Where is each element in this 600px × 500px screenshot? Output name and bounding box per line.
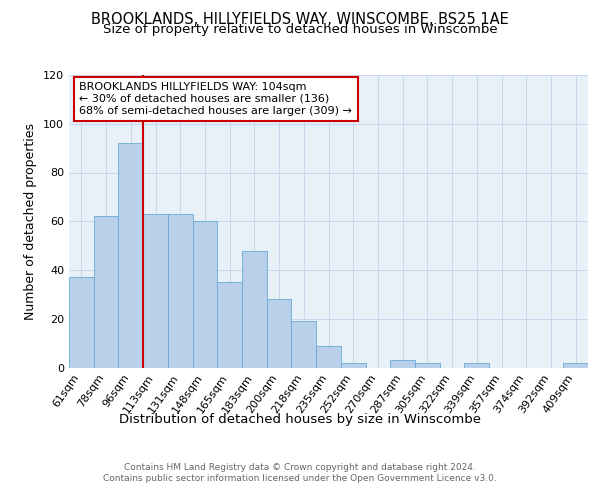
Bar [217, 282, 242, 368]
Bar [267, 299, 292, 368]
Bar [316, 346, 341, 368]
Y-axis label: Number of detached properties: Number of detached properties [25, 122, 37, 320]
Bar [94, 216, 118, 368]
Bar [341, 362, 365, 368]
Bar [69, 278, 94, 368]
Text: Contains HM Land Registry data © Crown copyright and database right 2024.: Contains HM Land Registry data © Crown c… [124, 462, 476, 471]
Bar [563, 362, 588, 368]
Text: Size of property relative to detached houses in Winscombe: Size of property relative to detached ho… [103, 22, 497, 36]
Bar [143, 214, 168, 368]
Bar [168, 214, 193, 368]
Text: BROOKLANDS, HILLYFIELDS WAY, WINSCOMBE, BS25 1AE: BROOKLANDS, HILLYFIELDS WAY, WINSCOMBE, … [91, 12, 509, 28]
Text: Distribution of detached houses by size in Winscombe: Distribution of detached houses by size … [119, 412, 481, 426]
Bar [415, 362, 440, 368]
Bar [193, 221, 217, 368]
Bar [292, 321, 316, 368]
Text: BROOKLANDS HILLYFIELDS WAY: 104sqm
← 30% of detached houses are smaller (136)
68: BROOKLANDS HILLYFIELDS WAY: 104sqm ← 30%… [79, 82, 352, 116]
Bar [242, 250, 267, 368]
Bar [390, 360, 415, 368]
Text: Contains public sector information licensed under the Open Government Licence v3: Contains public sector information licen… [103, 474, 497, 483]
Bar [464, 362, 489, 368]
Bar [118, 143, 143, 368]
